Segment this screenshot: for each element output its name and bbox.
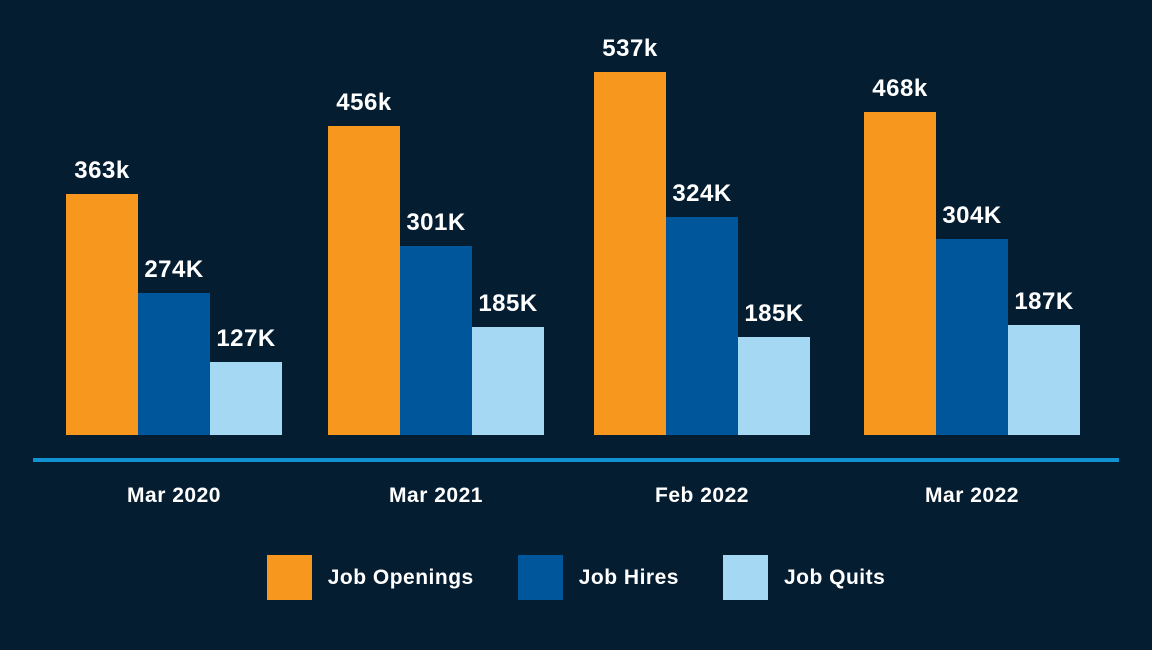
x-axis-label-mar-2020: Mar 2020 xyxy=(127,484,221,507)
legend-label-job-quits: Job Quits xyxy=(783,565,886,589)
bar-job-quits-mar-2021: 185K xyxy=(472,290,544,435)
legend-item-job-openings: Job Openings xyxy=(266,555,474,600)
bar-group-mar-2021: 456k 301K 185K xyxy=(328,89,544,435)
x-axis-line xyxy=(33,458,1119,462)
bar-value-label: 468k xyxy=(872,75,928,102)
legend-item-job-quits: Job Quits xyxy=(722,555,886,600)
bar-job-hires-mar-2020: 274K xyxy=(138,256,210,435)
bar-value-label: 324K xyxy=(672,180,732,207)
bar-job-quits-mar-2022: 187K xyxy=(1008,288,1080,435)
bar-job-quits-mar-2020: 127K xyxy=(210,325,282,435)
bar-group-mar-2020: 363k 274K 127K xyxy=(66,157,282,435)
x-axis-label-feb-2022: Feb 2022 xyxy=(655,484,749,507)
bar-value-label: 185K xyxy=(744,300,804,327)
bar-value-label: 127K xyxy=(216,325,276,352)
bar-job-hires-mar-2021: 301K xyxy=(400,209,472,435)
bar-job-quits-feb-2022: 185K xyxy=(738,300,810,435)
bar-group-mar-2022: 468k 304K 187K xyxy=(864,75,1080,435)
bar-group-feb-2022: 537k 324K 185K xyxy=(594,35,810,435)
bar-value-label: 363k xyxy=(74,157,130,184)
bar-job-openings-mar-2021: 456k xyxy=(328,89,400,435)
bar-value-label: 537k xyxy=(602,35,658,62)
x-axis-labels: Mar 2020 Mar 2021 Feb 2022 Mar 2022 xyxy=(0,484,1152,510)
bar-job-openings-mar-2020: 363k xyxy=(66,157,138,435)
legend-swatch-job-hires xyxy=(517,555,563,600)
bar-chart: 363k 274K 127K 456k 301K 185K 537k 324K 185K 468k… xyxy=(66,35,1080,435)
chart-legend: Job Openings Job Hires Job Quits xyxy=(0,555,1152,600)
bar-job-hires-mar-2022: 304K xyxy=(936,202,1008,435)
bar-value-label: 185K xyxy=(478,290,538,317)
bar-job-openings-feb-2022: 537k xyxy=(594,35,666,435)
legend-item-job-hires: Job Hires xyxy=(517,555,679,600)
legend-swatch-job-openings xyxy=(266,555,312,600)
x-axis-label-mar-2021: Mar 2021 xyxy=(389,484,483,507)
legend-swatch-job-quits xyxy=(722,555,768,600)
bar-job-hires-feb-2022: 324K xyxy=(666,180,738,435)
bar-value-label: 301K xyxy=(406,209,466,236)
bar-value-label: 187K xyxy=(1014,288,1074,315)
bar-value-label: 274K xyxy=(144,256,204,283)
legend-label-job-openings: Job Openings xyxy=(327,565,474,589)
bar-value-label: 304K xyxy=(942,202,1002,229)
bar-job-openings-mar-2022: 468k xyxy=(864,75,936,435)
legend-label-job-hires: Job Hires xyxy=(578,565,679,589)
x-axis-label-mar-2022: Mar 2022 xyxy=(925,484,1019,507)
bar-value-label: 456k xyxy=(336,89,392,116)
